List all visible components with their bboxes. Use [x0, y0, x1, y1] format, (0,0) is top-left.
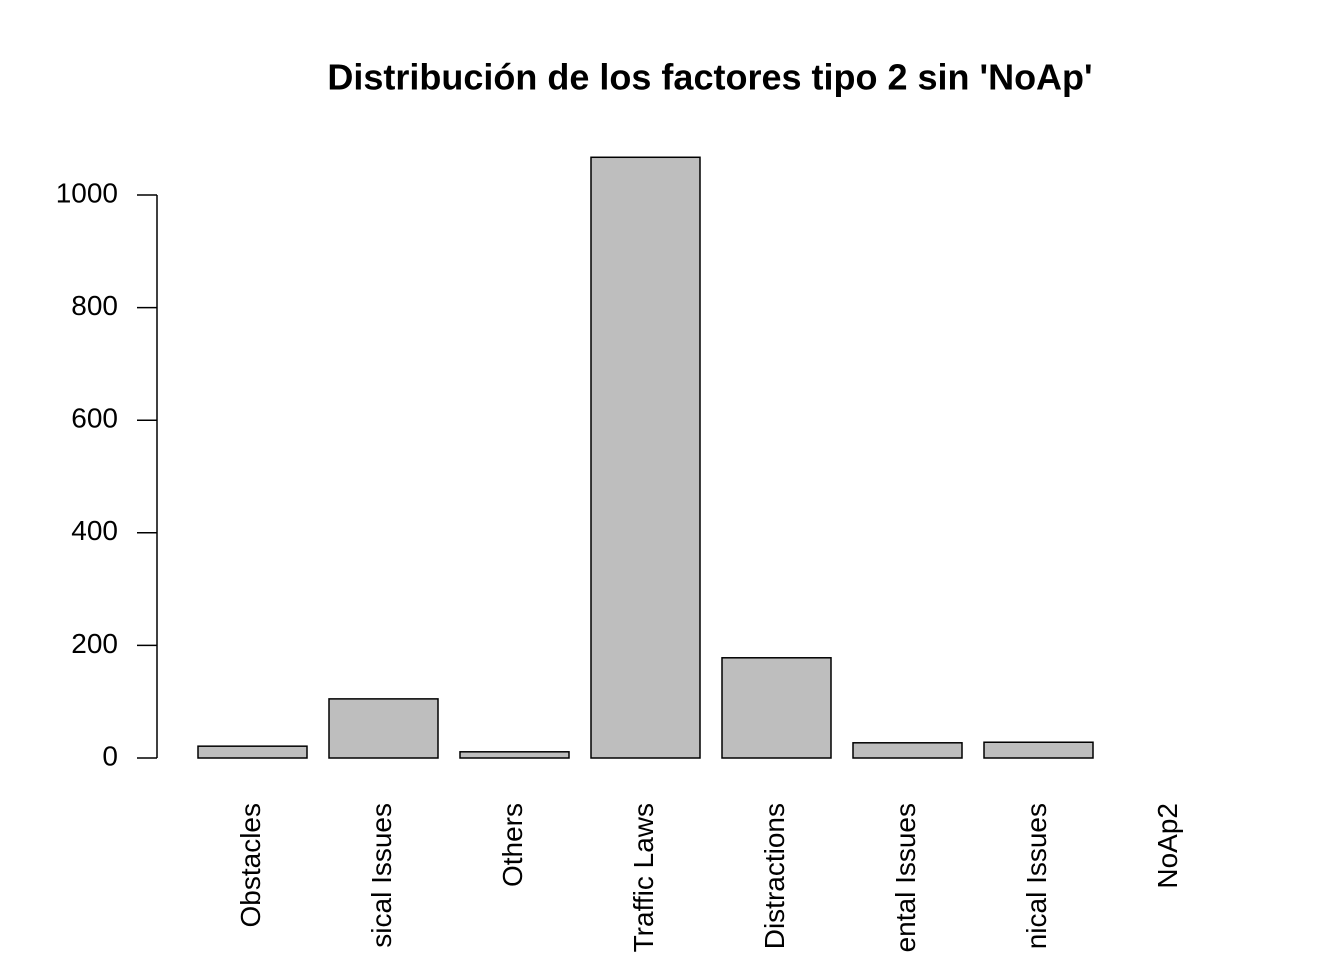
bar — [983, 741, 1094, 759]
y-tick-label: 600 — [71, 403, 118, 434]
x-tick-label: Obstacles — [235, 803, 266, 928]
x-tick-label: Others — [497, 803, 528, 887]
bar — [459, 751, 570, 759]
y-tick-label: 0 — [102, 740, 118, 771]
bar — [328, 698, 439, 759]
y-tick-label: 400 — [71, 515, 118, 546]
chart-title: Distribución de los factores tipo 2 sin … — [327, 57, 1092, 98]
x-tick-label: NoAp2 — [1152, 803, 1183, 889]
bar — [590, 156, 701, 759]
x-tick-label: sical Issues — [366, 803, 397, 948]
bar — [197, 745, 308, 759]
y-tick-label: 1000 — [56, 177, 118, 208]
x-tick-label: ental Issues — [890, 803, 921, 952]
bar — [721, 657, 832, 759]
y-tick-label: 800 — [71, 290, 118, 321]
y-tick-label: 200 — [71, 628, 118, 659]
bar — [852, 742, 963, 759]
x-tick-label: nical Issues — [1021, 803, 1052, 949]
x-tick-label: Distractions — [759, 803, 790, 949]
x-tick-label: Traffic Laws — [628, 803, 659, 952]
